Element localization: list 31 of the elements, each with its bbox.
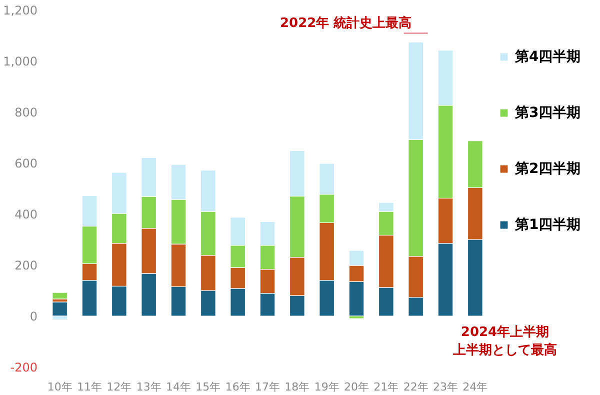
y-tick-label: 1,200 xyxy=(3,4,38,18)
x-tick-label: 22年 xyxy=(403,380,428,394)
y-tick-label: 0 xyxy=(30,310,38,324)
y-tick-label: 400 xyxy=(14,208,38,222)
y-tick-label: -200 xyxy=(10,360,38,374)
y-tick-label: 1,000 xyxy=(3,54,38,68)
x-tick-label: 12年 xyxy=(106,380,132,394)
x-tick-label: 24年 xyxy=(462,380,488,394)
legend-label: 第3四半期 xyxy=(514,105,581,121)
x-tick-label: 11年 xyxy=(77,380,102,394)
annotation: 2024年上半期 xyxy=(460,325,550,340)
x-tick-label: 19年 xyxy=(314,380,340,394)
x-tick-label: 10年 xyxy=(47,380,72,394)
legend-label: 第2四半期 xyxy=(514,161,581,177)
x-tick-label: 21年 xyxy=(374,380,399,394)
bar xyxy=(52,292,68,300)
x-tick-label: 17年 xyxy=(255,380,280,394)
legend-label: 第4四半期 xyxy=(514,49,581,65)
x-tick-label: 13年 xyxy=(136,380,162,394)
y-tick-label: 200 xyxy=(14,258,38,272)
legend-label: 第1四半期 xyxy=(514,217,581,233)
annotation: 2022年 統計史上最高 xyxy=(280,15,412,32)
x-tick-label: 23年 xyxy=(433,380,458,394)
x-tick-label: 14年 xyxy=(166,380,191,394)
x-tick-label: 15年 xyxy=(196,380,221,394)
x-tick-label: 20年 xyxy=(344,380,369,394)
x-tick-label: 18年 xyxy=(284,380,310,394)
annotation: 上半期として最高 xyxy=(452,342,557,358)
y-tick-label: 600 xyxy=(14,156,38,170)
y-tick-label: 800 xyxy=(14,106,38,120)
x-tick-label: 16年 xyxy=(225,380,250,394)
